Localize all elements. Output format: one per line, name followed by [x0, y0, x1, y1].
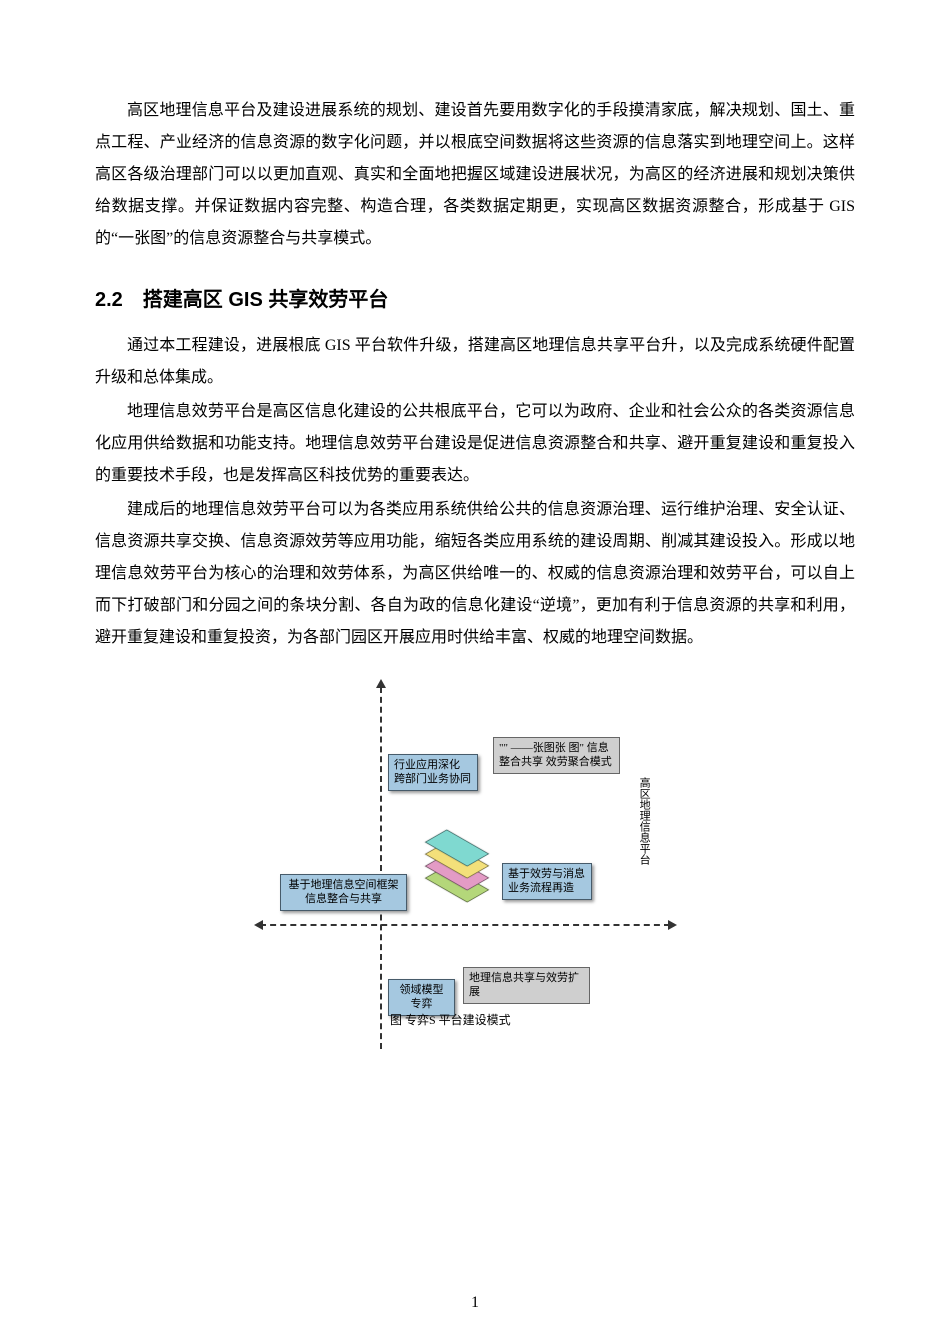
- arrowhead-right-icon: [668, 920, 677, 930]
- node-top-right: "" ——张图张 图" 信息整合共享 效劳聚合模式: [493, 737, 620, 774]
- node-top-text: 行业应用深化 跨部门业务协同: [394, 759, 471, 785]
- heading-2-2: 2.2 搭建高区 GIS 共享效劳平台: [95, 283, 855, 312]
- paragraph-4: 建成后的地理信息效劳平台可以为各类应用系统供给公共的信息资源治理、运行维护治理、…: [95, 494, 855, 654]
- arrowhead-up-icon: [376, 679, 386, 688]
- arrowhead-left-icon: [254, 920, 263, 930]
- node-bottom-text: 领域模型 专弈: [400, 984, 444, 1010]
- figure-caption: 图 专弈S 平台建设模式: [390, 1011, 511, 1028]
- page-number: 1: [0, 1294, 950, 1312]
- node-bottom-right: 地理信息共享与效劳扩展: [463, 967, 590, 1004]
- node-left: 基于地理信息空间框架 信息整合与共享: [280, 874, 407, 911]
- node-right-text: 基于效劳与消息 业务流程再造: [508, 868, 585, 894]
- vertical-label-right: 高区地理信息平台: [638, 777, 650, 865]
- paragraph-3: 地理信息效劳平台是高区信息化建设的公共根底平台，它可以为政府、企业和社会公众的各…: [95, 396, 855, 492]
- paragraph-1: 高区地理信息平台及建设进展系统的规划、建设首先要用数字化的手段摸清家底，解决规划…: [95, 95, 855, 255]
- node-bottom-right-text: 地理信息共享与效劳扩展: [469, 972, 579, 998]
- figure-gis-platform-model: 行业应用深化 跨部门业务协同 "" ——张图张 图" 信息整合共享 效劳聚合模式…: [95, 679, 855, 1054]
- paragraph-2: 通过本工程建设，进展根底 GIS 平台软件升级，搭建高区地理信息共享平台升，以及…: [95, 330, 855, 394]
- node-right: 基于效劳与消息 业务流程再造: [502, 863, 592, 900]
- node-top-right-text: "" ——张图张 图" 信息整合共享 效劳聚合模式: [499, 742, 612, 768]
- node-top: 行业应用深化 跨部门业务协同: [388, 754, 478, 791]
- axis-vertical-dashed: [380, 687, 382, 1049]
- node-left-text: 基于地理信息空间框架 信息整合与共享: [289, 879, 399, 905]
- axis-horizontal-dashed: [260, 924, 670, 926]
